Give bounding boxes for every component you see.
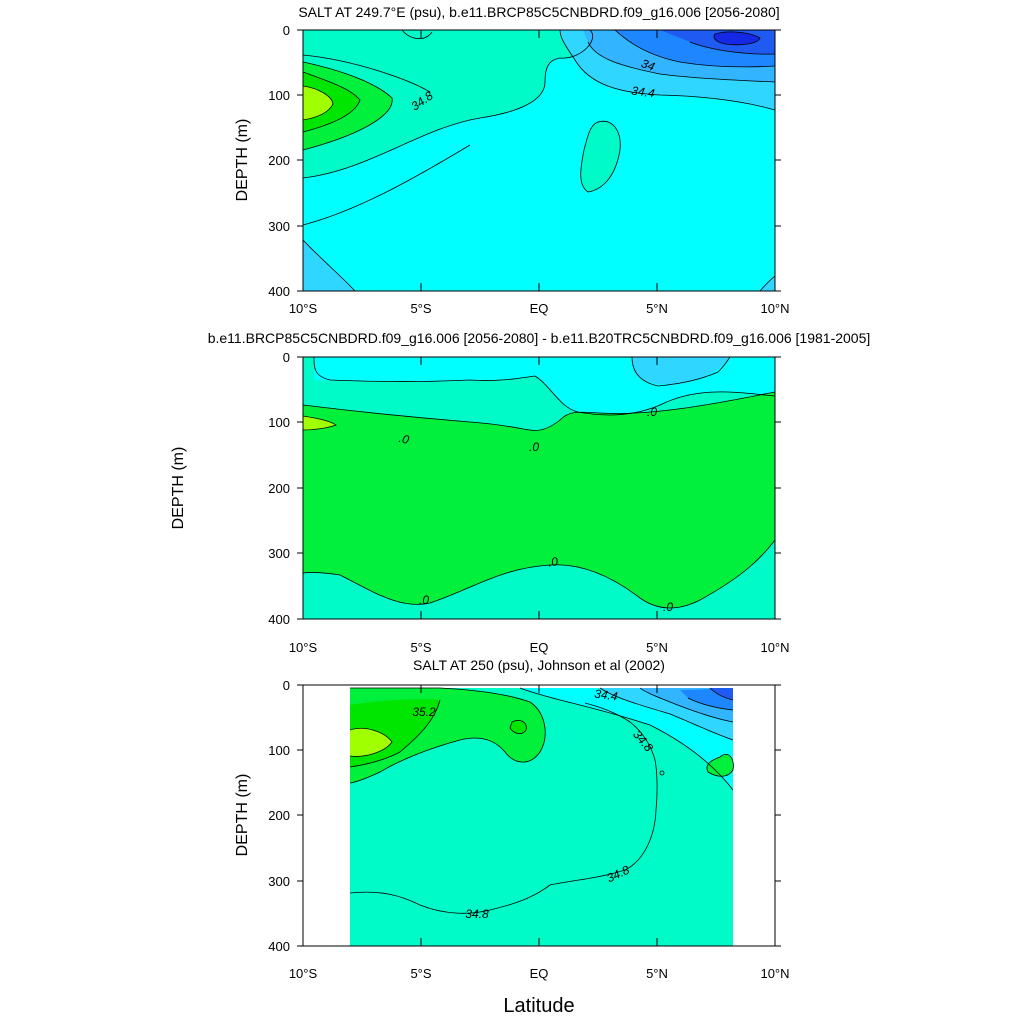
p2-contour-label-3: .0 [529, 440, 539, 454]
p1-xtick-label-3: 5°N [646, 301, 668, 316]
panel-2-contour-fill [303, 357, 775, 619]
panel-3-axes: 10°S 5°S EQ 5°N 10°N 0 100 200 300 400 D… [234, 678, 790, 981]
panel-2-title: b.e11.BRCP85C5CNBDRD.f09_g16.006 [2056-2… [208, 330, 871, 346]
p2-xtick-label-4: 10°N [760, 640, 789, 655]
p2-contour-label-5: .0 [419, 593, 429, 607]
p2-xtick-label-3: 5°N [646, 640, 668, 655]
p2-contour-label-1: .0 [647, 405, 657, 419]
p3-yticks [297, 684, 781, 947]
p1-region-fresh-5 [714, 31, 760, 45]
p1-xtick-label-2: EQ [530, 301, 549, 316]
p3-xtick-label-2: EQ [530, 966, 549, 981]
p1-ytick-label-0: 0 [283, 23, 290, 38]
p3-contour-label-5: 34.8 [465, 907, 489, 921]
figure-xlabel: Latitude [503, 995, 574, 1017]
p1-ytick-label-1: 100 [268, 88, 290, 103]
panel-3-title: SALT AT 250 (psu), Johnson et al (2002) [413, 657, 665, 673]
panel-2: b.e11.BRCP85C5CNBDRD.f09_g16.006 [2056-2… [170, 330, 870, 655]
p3-region-lime [350, 728, 392, 757]
p3-contour-label-1: 35.2 [412, 705, 436, 719]
p3-contour-label-2: 34.4 [593, 686, 618, 703]
p1-yticks [297, 29, 781, 292]
p2-xtick-label-0: 10°S [289, 640, 318, 655]
p2-contour-label-6: .0 [663, 600, 673, 614]
p3-ytick-label-1: 100 [268, 743, 290, 758]
panel-3-contour-fill [303, 685, 775, 946]
p3-xtick-label-4: 10°N [760, 966, 789, 981]
panel-3: SALT AT 250 (psu), Johnson et al (2002) [234, 657, 790, 981]
p3-region-small-patch [510, 720, 527, 734]
p1-contour-label-2: 34 [639, 56, 657, 74]
p2-contour-label-4: .0 [547, 554, 560, 570]
p2-ytick-label-1: 100 [268, 415, 290, 430]
p2-ytick-label-4: 400 [268, 612, 290, 627]
panel-1-axes: 10°S 5°S EQ 5°N 10°N 0 100 200 300 400 D… [234, 23, 790, 316]
p2-region-lime [303, 416, 336, 430]
p2-xtick-label-1: 5°S [410, 640, 431, 655]
p2-yticks [297, 356, 781, 620]
p3-region-blue-4 [710, 688, 733, 700]
p1-ylabel: DEPTH (m) [234, 119, 251, 202]
p1-xtick-label-1: 5°S [410, 301, 431, 316]
p2-ylabel: DEPTH (m) [170, 447, 187, 530]
panel-2-contour-labels: .0 .0 .0 .0 .0 .0 [397, 405, 673, 614]
p2-ytick-label-3: 300 [268, 546, 290, 561]
p3-xtick-label-3: 5°N [646, 966, 668, 981]
p2-xticks [302, 357, 776, 619]
p1-ytick-label-2: 200 [268, 153, 290, 168]
p2-ytick-label-0: 0 [283, 350, 290, 365]
p3-xtick-label-1: 5°S [410, 966, 431, 981]
p1-xtick-label-4: 10°N [760, 301, 789, 316]
p1-ytick-label-4: 400 [268, 284, 290, 299]
p3-xticks [302, 685, 776, 946]
p3-ytick-label-2: 200 [268, 808, 290, 823]
panel-1: SALT AT 249.7°E (psu), b.e11.BRCP85C5CNB… [234, 4, 790, 316]
p3-xtick-label-0: 10°S [289, 966, 318, 981]
p2-region-green [303, 392, 775, 608]
p2-ytick-label-2: 200 [268, 481, 290, 496]
panel-1-title: SALT AT 249.7°E (psu), b.e11.BRCP85C5CNB… [298, 4, 779, 20]
p1-ytick-label-3: 300 [268, 219, 290, 234]
p1-xtick-label-0: 10°S [289, 301, 318, 316]
p3-ylabel: DEPTH (m) [234, 774, 251, 857]
p1-region-aquamarine [303, 30, 593, 178]
p1-xticks [302, 30, 776, 291]
p3-ytick-label-3: 300 [268, 874, 290, 889]
p1-region-patch [580, 121, 621, 192]
panel-1-contour-fill [303, 30, 775, 291]
p2-xtick-label-2: EQ [530, 640, 549, 655]
p1-contour-label-3: 34.4 [630, 83, 655, 100]
panel-2-axes: 10°S 5°S EQ 5°N 10°N 0 100 200 300 400 D… [170, 350, 790, 655]
p3-ytick-label-0: 0 [283, 678, 290, 693]
p2-contour-label-2: .0 [397, 431, 411, 447]
p3-ytick-label-4: 400 [268, 939, 290, 954]
